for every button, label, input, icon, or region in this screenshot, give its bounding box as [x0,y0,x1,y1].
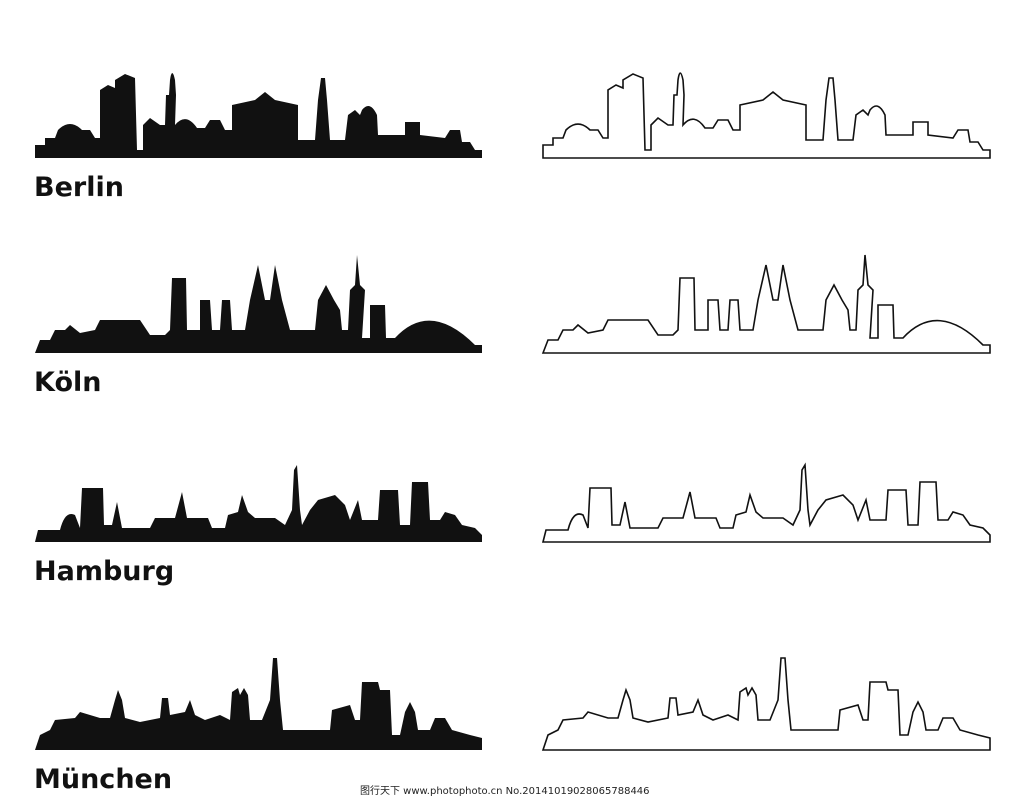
city-label: Köln [34,367,101,398]
city-label: München [34,764,172,795]
city-label: Hamburg [34,556,174,587]
hamburg-outline [542,464,991,543]
munchen-outline [542,657,991,751]
munchen-silhouette [35,658,482,750]
koln-silhouette [35,255,482,353]
city-label: Berlin [34,172,124,203]
berlin-outline [542,72,991,159]
berlin-silhouette [35,73,482,158]
watermark: 图行天下 www.photophoto.cn No.20141019028065… [360,784,650,797]
hamburg-silhouette [35,465,482,542]
koln-outline [542,254,991,354]
